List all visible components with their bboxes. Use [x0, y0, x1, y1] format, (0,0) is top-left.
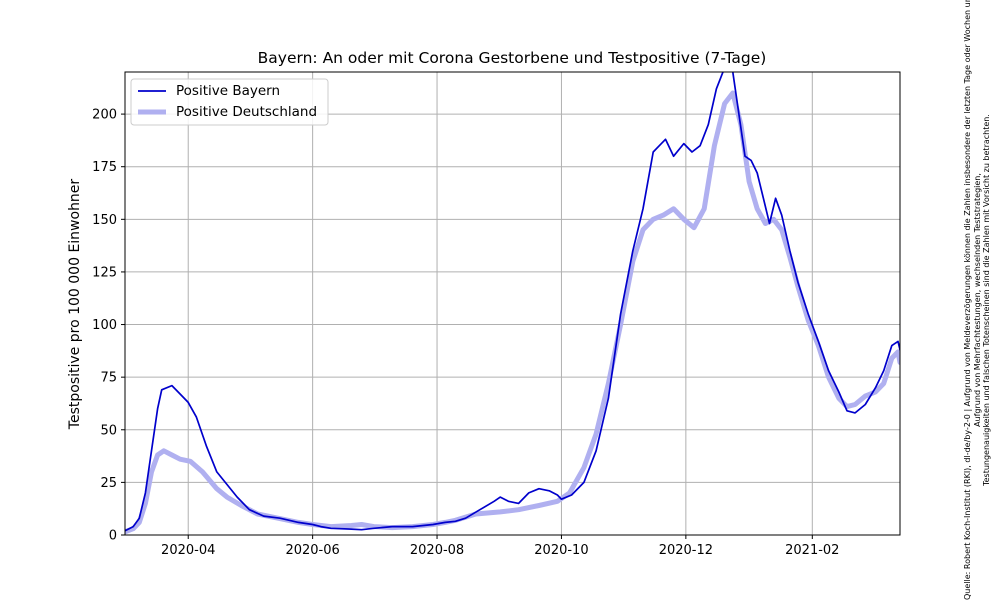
legend-label-positive-deutschland: Positive Deutschland: [176, 104, 317, 120]
y-tick-label: 100: [92, 318, 117, 333]
x-tick-label: 2020-08: [410, 543, 464, 558]
legend-frame: [130, 78, 329, 126]
x-tick-label: 2020-04: [161, 543, 215, 558]
y-tick-label: 75: [100, 371, 117, 386]
y-tick-label: 125: [92, 265, 117, 280]
tick-layer: 0 25 50 75 100 125 150 175 200 2020-04 2020-06 2020…: [92, 108, 839, 558]
source-note-text: Quelle: Robert Koch-Institut (RKI), dl-d…: [963, 0, 992, 600]
legend-label-positive-bayern: Positive Bayern: [176, 83, 280, 99]
y-tick-label: 0: [109, 529, 117, 544]
source-note: Quelle: Robert Koch-Institut (RKI), dl-d…: [955, 0, 1000, 600]
x-tick-label: 2020-12: [659, 543, 713, 558]
plot-frame: [124, 71, 901, 536]
y-tick-label: 25: [100, 476, 117, 491]
x-tick-label: 2020-06: [285, 543, 339, 558]
y-tick-label: 175: [92, 160, 117, 175]
y-tick-label: 150: [92, 213, 117, 228]
y-axis-label: Testpositive pro 100 000 Einwohner: [67, 179, 83, 431]
x-tick-label: 2020-10: [534, 543, 588, 558]
source-note-line-1: Quelle: Robert Koch-Institut (RKI), dl-d…: [962, 0, 972, 600]
legend: Positive Bayern Positive Deutschland: [130, 78, 329, 126]
y-tick-label: 50: [100, 423, 117, 438]
series-layer: [125, 72, 900, 535]
y-tick-label: 200: [92, 108, 117, 123]
series-line-positive-bayern: [125, 72, 900, 532]
x-tick-label: 2021-02: [785, 543, 839, 558]
series-line-positive-deutschland: [125, 90, 900, 535]
source-note-line-3: Testungenauigkeiten und falschen Totensc…: [981, 114, 991, 486]
chart-title: Bayern: An oder mit Corona Gestorbene un…: [258, 49, 767, 67]
source-note-line-2: Aufgrund von Mehrfachtestungen, wechseln…: [972, 173, 982, 427]
